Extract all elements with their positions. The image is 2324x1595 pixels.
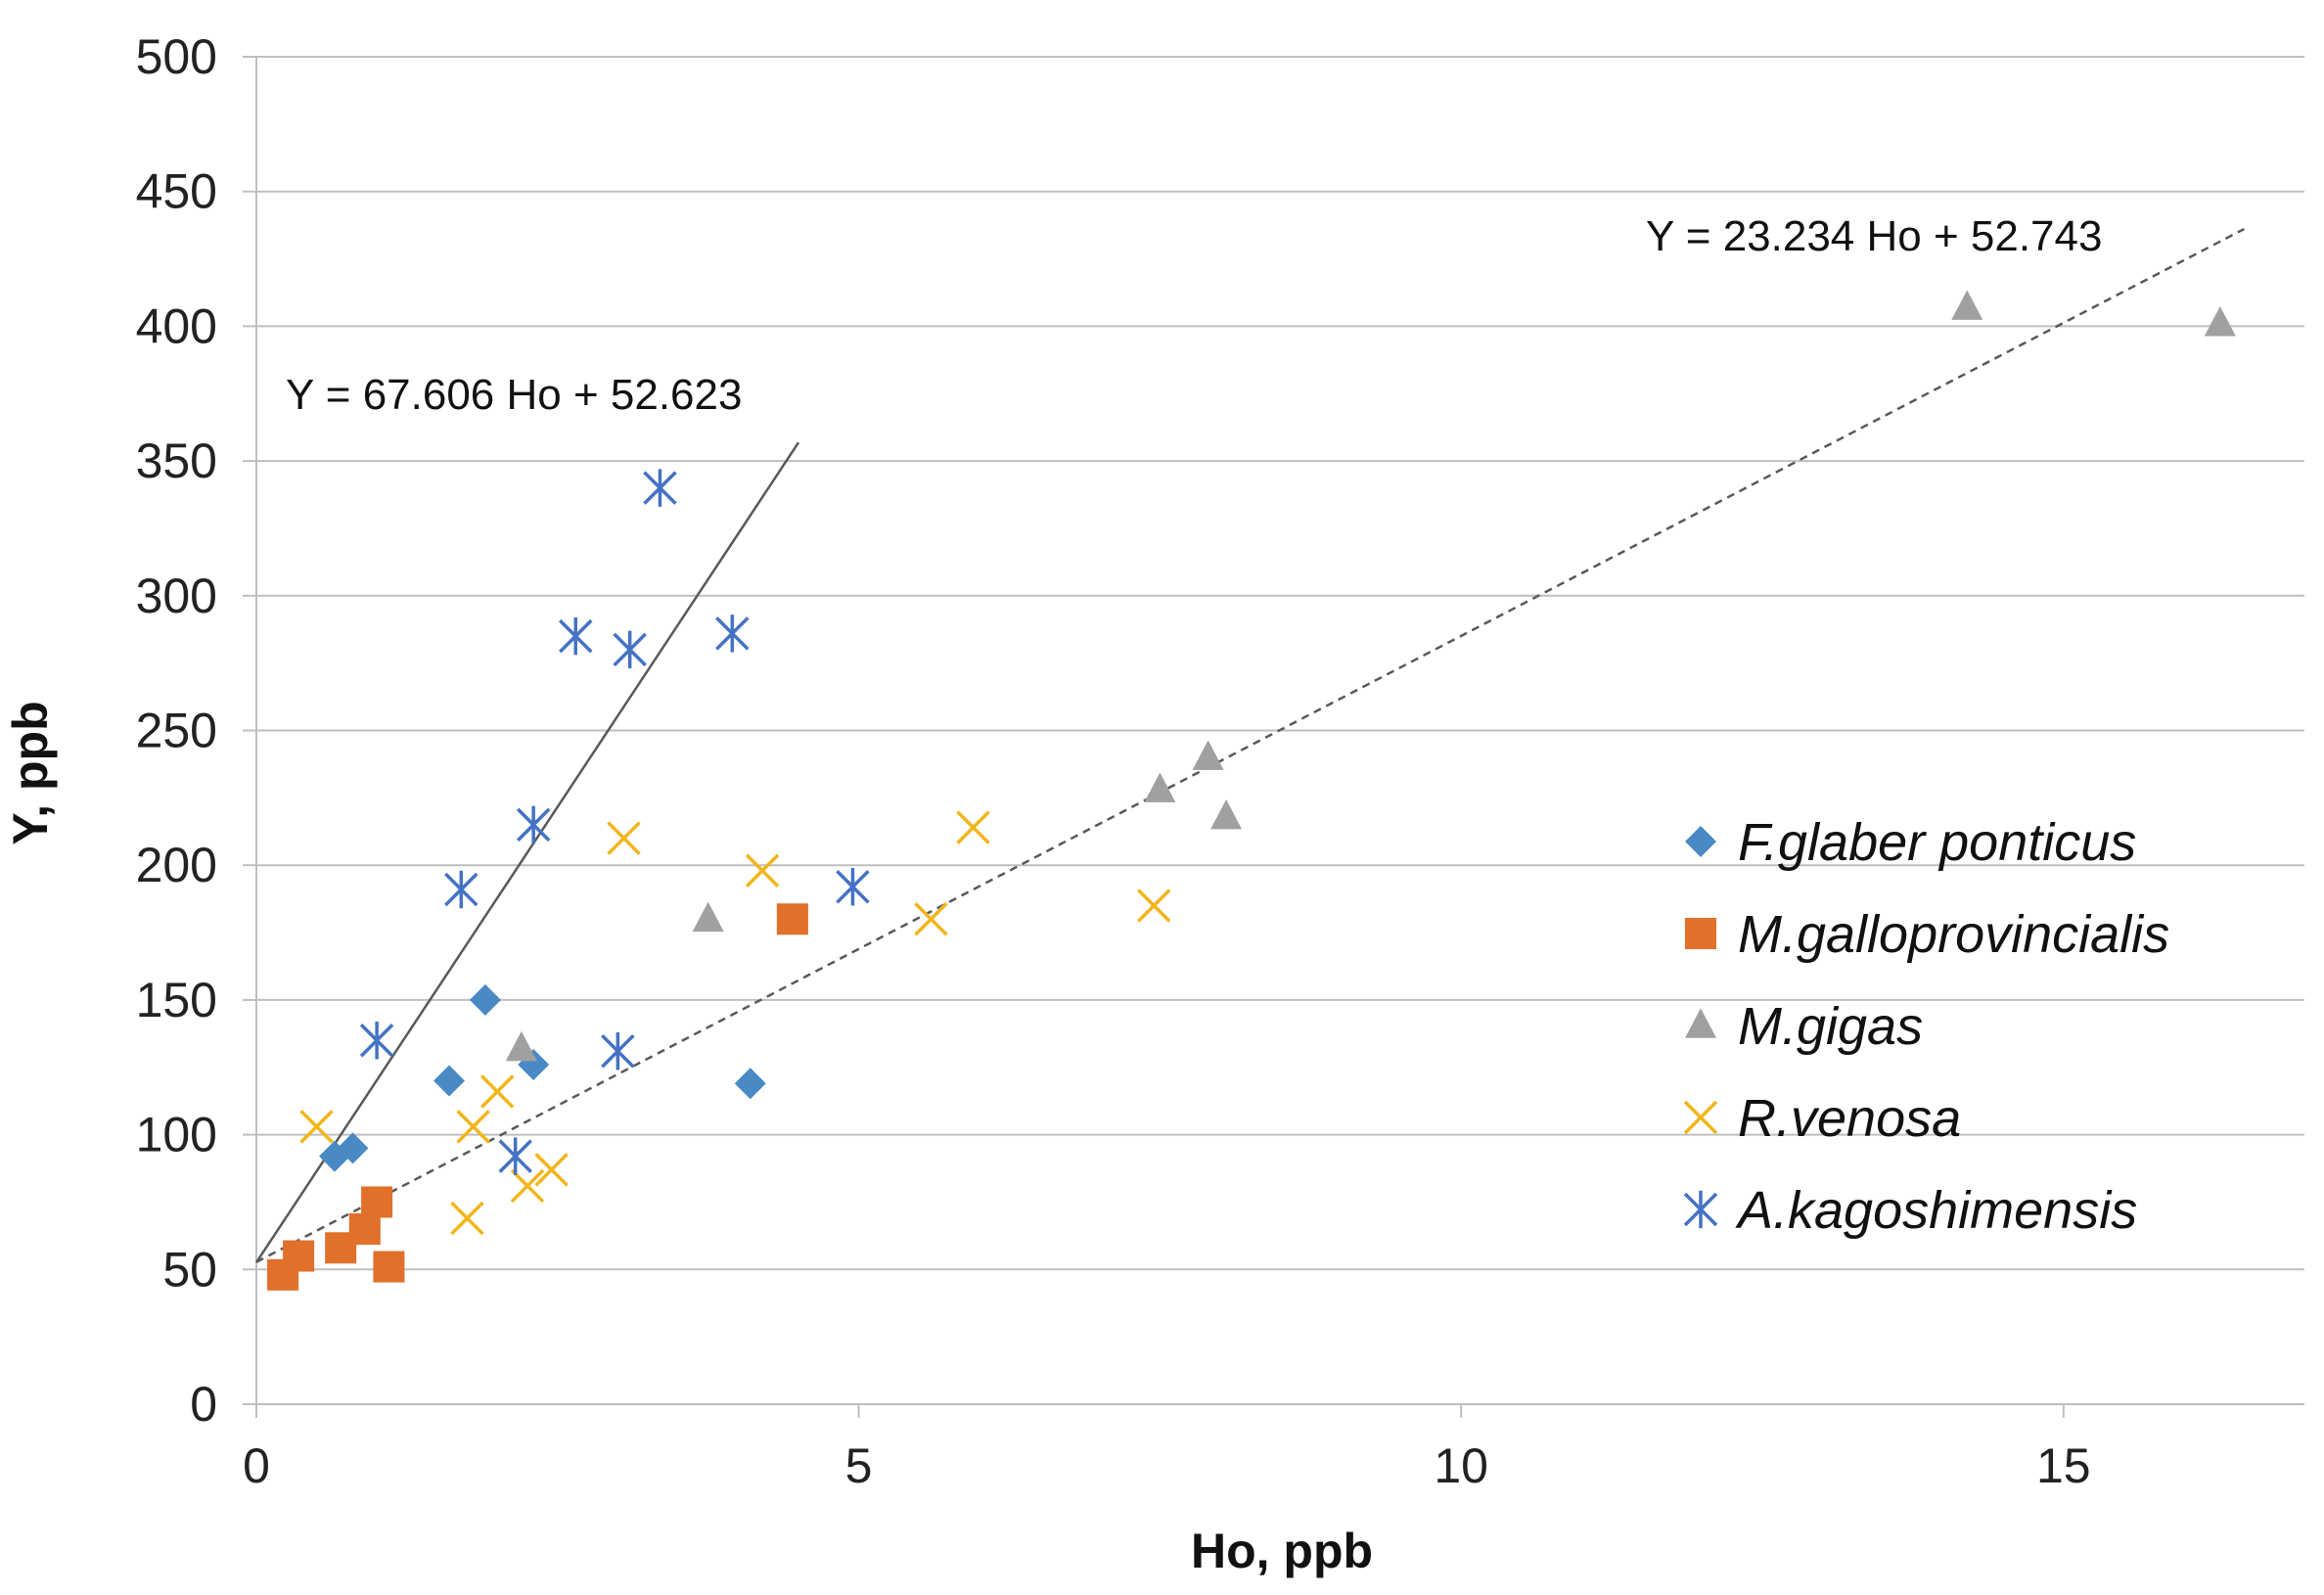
point-m-gigas — [1951, 290, 1983, 320]
x-tick-label: 10 — [1434, 1438, 1488, 1493]
x-tick-label: 0 — [243, 1438, 270, 1493]
x-stroke — [607, 821, 641, 855]
legend-marker — [1683, 1190, 1718, 1229]
point-f-glaber-ponticus — [433, 1065, 465, 1097]
point-r-venosa — [1136, 889, 1171, 923]
point-m-gigas — [1210, 799, 1243, 830]
legend: F.glaber ponticus M.galloprovincialis M.gi… — [1683, 813, 2169, 1240]
point-a-kagoshimensis — [498, 1137, 532, 1175]
y-tick-label: 0 — [190, 1377, 217, 1432]
y-tick-label: 50 — [162, 1242, 217, 1297]
point-f-glaber-ponticus — [734, 1068, 766, 1100]
point-m-galloprovincialis — [348, 1212, 381, 1245]
y-axis-title: Y, ppb — [3, 701, 58, 844]
x-stroke — [534, 1153, 569, 1187]
legend-marker — [1683, 1100, 1718, 1135]
x-tick-label: 5 — [845, 1438, 873, 1493]
axes: 0 50 100 150 200 250 300 350 400 450 500 0 5 10 15 — [136, 29, 2304, 1493]
point-a-kagoshimensis — [516, 805, 551, 844]
point-r-venosa — [450, 1201, 484, 1236]
point-r-venosa — [299, 1110, 334, 1144]
legend-label: A.kagoshimensis — [1735, 1181, 2137, 1240]
trendline-solid — [254, 441, 800, 1263]
point-m-galloprovincialis — [776, 903, 808, 935]
data-points — [267, 290, 2236, 1291]
point-r-venosa — [456, 1110, 490, 1144]
point-m-gigas — [505, 1030, 537, 1062]
point-f-glaber-ponticus — [337, 1132, 369, 1164]
point-m-gigas — [1144, 772, 1176, 802]
legend-label: M.gigas — [1738, 997, 1923, 1056]
legend-marker — [1685, 1008, 1716, 1038]
y-tick-label: 100 — [136, 1108, 217, 1162]
y-tick-label: 400 — [136, 298, 217, 353]
legend-item-m-galloprovincialis: M.galloprovincialis — [1685, 905, 2169, 964]
point-r-venosa — [479, 1074, 515, 1109]
x-stroke — [956, 810, 990, 844]
x-tick-label: 15 — [2036, 1438, 2091, 1493]
x-stroke — [456, 1110, 490, 1144]
legend-label: R.venosa — [1738, 1089, 1961, 1148]
x-stroke — [510, 1168, 545, 1204]
point-a-kagoshimensis — [444, 870, 478, 909]
legend-marker — [1685, 918, 1716, 949]
point-a-kagoshimensis — [559, 616, 593, 656]
y-tick-label: 500 — [136, 29, 217, 84]
point-a-kagoshimensis — [715, 615, 750, 653]
x-stroke — [1683, 1100, 1718, 1135]
point-m-galloprovincialis — [361, 1186, 393, 1218]
x-stroke — [914, 902, 948, 936]
point-r-venosa — [745, 853, 780, 888]
trendline-dashed — [255, 227, 2246, 1263]
point-m-galloprovincialis — [373, 1251, 405, 1283]
point-r-venosa — [956, 810, 990, 844]
point-m-gigas — [692, 901, 724, 933]
x-stroke — [479, 1074, 515, 1109]
legend-item-f-glaber-ponticus: F.glaber ponticus — [1685, 813, 2136, 872]
point-f-glaber-ponticus — [469, 983, 501, 1016]
x-stroke — [745, 853, 780, 888]
point-m-galloprovincialis — [283, 1240, 315, 1272]
x-stroke — [1136, 889, 1171, 923]
point-r-venosa — [534, 1153, 569, 1187]
point-a-kagoshimensis — [359, 1022, 394, 1060]
legend-label: M.galloprovincialis — [1738, 905, 2169, 964]
point-m-gigas — [1192, 740, 1224, 770]
point-m-gigas — [2204, 306, 2236, 337]
legend-marker — [1685, 826, 1716, 857]
point-r-venosa — [510, 1168, 545, 1204]
point-r-venosa — [607, 821, 641, 855]
legend-label: F.glaber ponticus — [1738, 813, 2136, 872]
legend-item-r-venosa: R.venosa — [1683, 1089, 1961, 1148]
point-r-venosa — [914, 902, 948, 936]
y-tick-label: 300 — [136, 569, 217, 623]
y-tick-label: 350 — [136, 433, 217, 488]
trendline-label-dashed: Y = 23.234 Ho + 52.743 — [1646, 212, 2102, 260]
point-a-kagoshimensis — [613, 630, 647, 669]
trendlines — [254, 227, 2246, 1263]
trendline-label-solid: Y = 67.606 Ho + 52.623 — [286, 371, 742, 419]
y-tick-label: 450 — [136, 164, 217, 219]
y-tick-label: 150 — [136, 973, 217, 1027]
x-stroke — [450, 1201, 484, 1236]
y-tick-label: 250 — [136, 704, 217, 758]
point-a-kagoshimensis — [643, 469, 677, 507]
point-a-kagoshimensis — [601, 1032, 635, 1071]
x-axis-title: Ho, ppb — [1191, 1524, 1373, 1578]
x-stroke — [299, 1110, 334, 1144]
legend-item-a-kagoshimensis: A.kagoshimensis — [1683, 1181, 2137, 1240]
y-tick-label: 200 — [136, 838, 217, 892]
legend-item-m-gigas: M.gigas — [1685, 997, 1923, 1056]
point-a-kagoshimensis — [836, 868, 870, 906]
